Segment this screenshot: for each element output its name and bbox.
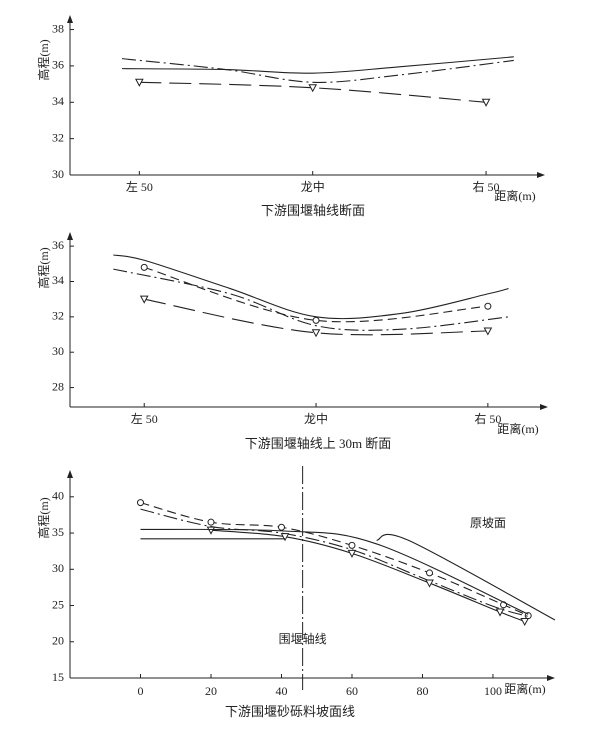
- y-tick-label: 32: [52, 309, 64, 323]
- line: [140, 508, 529, 617]
- x-tick-label: 右 50: [473, 179, 500, 194]
- line: [139, 81, 487, 103]
- y-axis-label: 高程(m): [36, 247, 51, 288]
- chart: 15 20 25 30 35 40 0 20 40 60 80 100 下游围堰砂砾料坡面线 距离(m) 高…: [36, 466, 556, 719]
- marker: [495, 608, 505, 617]
- x-tick-label: 0: [137, 684, 143, 698]
- y-axis-arrow: [67, 232, 73, 240]
- chart: 28 30 32 34 36 左 50 龙中 右 50 下游围堰轴线上 30m 断面 距离(m) 高…: [36, 232, 548, 451]
- chart-title: 下游围堰轴线断面: [261, 203, 365, 218]
- marker: [135, 78, 144, 87]
- x-axis-arrow: [547, 675, 555, 681]
- x-axis-arrow: [540, 404, 548, 410]
- chart-title: 下游围堰轴线上 30m 断面: [245, 436, 392, 451]
- marker: [426, 569, 434, 577]
- marker: [347, 549, 357, 558]
- x-tick-label: 60: [346, 684, 358, 698]
- line: [144, 266, 488, 323]
- x-tick-label: 龙中: [301, 179, 325, 194]
- y-tick-label: 38: [52, 21, 64, 35]
- line: [376, 533, 556, 621]
- marker: [311, 329, 321, 338]
- y-axis-label: 高程(m): [36, 497, 51, 538]
- y-axis-label: 高程(m): [36, 39, 51, 80]
- marker: [520, 617, 530, 627]
- x-tick-label: 40: [275, 684, 287, 698]
- line: [121, 58, 514, 83]
- x-tick-label: 左 50: [126, 179, 153, 194]
- y-tick-label: 30: [52, 344, 64, 358]
- y-tick-label: 36: [52, 58, 64, 72]
- marker: [207, 518, 215, 526]
- y-axis-arrow: [67, 470, 73, 478]
- y-tick-label: 36: [52, 238, 64, 252]
- x-tick-label: 100: [484, 684, 502, 698]
- marker: [140, 263, 148, 271]
- x-tick-label: 左 50: [131, 411, 158, 426]
- x-tick-label: 20: [205, 684, 217, 698]
- marker: [280, 533, 290, 542]
- x-tick-label: 龙中: [304, 411, 328, 426]
- x-axis-arrow: [537, 172, 545, 178]
- line: [144, 298, 488, 336]
- y-tick-label: 34: [52, 273, 64, 287]
- y-tick-label: 30: [52, 561, 64, 575]
- y-tick-label: 15: [52, 670, 64, 684]
- marker: [481, 98, 491, 107]
- marker: [484, 302, 492, 310]
- line: [210, 529, 525, 622]
- marker: [312, 316, 320, 324]
- marker: [483, 327, 493, 336]
- marker: [206, 526, 216, 535]
- x-axis-label: 距离(m): [494, 188, 535, 203]
- marker: [277, 523, 285, 531]
- x-axis-label: 距离(m): [497, 421, 538, 436]
- y-tick-label: 35: [52, 525, 64, 539]
- chart: 30 32 34 36 38 左 50 龙中 右 50 下游围堰轴线断面 距离(m) 高程(m): [36, 15, 545, 218]
- x-axis-label: 距离(m): [504, 681, 545, 696]
- line: [113, 268, 509, 331]
- y-tick-label: 40: [52, 489, 64, 503]
- y-tick-label: 28: [52, 379, 64, 393]
- marker: [308, 84, 318, 93]
- marker: [425, 579, 434, 588]
- y-tick-label: 32: [52, 130, 64, 144]
- axis-line-label: 围堰轴线: [279, 631, 327, 646]
- marker: [136, 499, 144, 507]
- line: [122, 56, 514, 74]
- chart-title: 下游围堰砂砾料坡面线: [225, 704, 355, 719]
- x-tick-label: 80: [416, 684, 428, 698]
- annotation: 原坡面: [470, 516, 506, 530]
- marker: [139, 295, 149, 304]
- y-tick-label: 20: [52, 634, 64, 648]
- line: [140, 528, 529, 615]
- y-tick-label: 34: [52, 94, 64, 108]
- marker: [348, 541, 356, 549]
- y-axis-arrow: [67, 15, 73, 23]
- y-tick-label: 30: [52, 167, 64, 181]
- line: [113, 254, 509, 320]
- x-tick-label: 右 50: [474, 411, 501, 426]
- y-tick-label: 25: [52, 597, 64, 611]
